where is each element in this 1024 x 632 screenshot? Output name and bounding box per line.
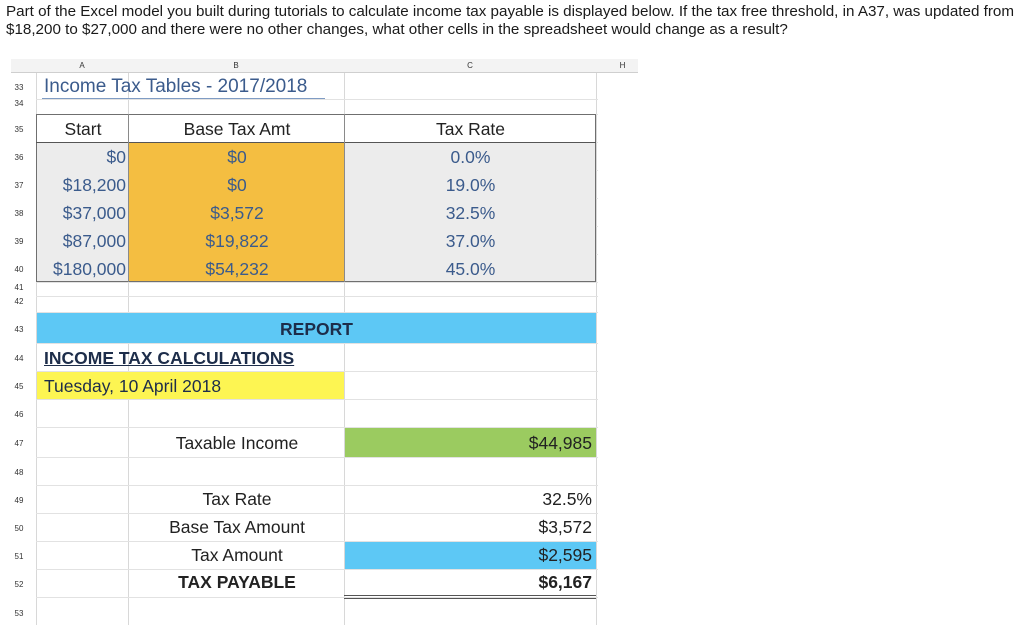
column-header-a[interactable]: A [79, 61, 85, 70]
tax-payable-value[interactable]: $6,167 [538, 572, 592, 592]
header-start[interactable]: Start [64, 119, 102, 139]
base-tax-fill [129, 143, 344, 282]
gridline-row [36, 457, 598, 458]
income-tax-heading[interactable]: INCOME TAX CALCULATIONS [44, 348, 295, 368]
rate-cell-1[interactable]: 19.0% [445, 175, 496, 195]
base-cell-2[interactable]: $3,572 [210, 203, 264, 223]
start-cell-2[interactable]: $37,000 [62, 203, 126, 223]
row-number-42[interactable]: 42 [14, 297, 24, 306]
gridline-row [36, 371, 598, 372]
total-double-underline [344, 598, 596, 599]
row-number-50[interactable]: 50 [14, 524, 24, 533]
gridline-row [36, 597, 598, 598]
tax-amount-label[interactable]: Tax Amount [191, 545, 283, 565]
row-number-53[interactable]: 53 [14, 609, 24, 618]
row-number-39[interactable]: 39 [14, 237, 24, 246]
row-number-34[interactable]: 34 [14, 99, 24, 108]
row-number-41[interactable]: 41 [14, 283, 24, 292]
base-cell-0[interactable]: $0 [227, 147, 247, 167]
tax-table-title[interactable]: Income Tax Tables - 2017/2018 [44, 76, 308, 97]
total-double-underline [344, 595, 596, 596]
gridline-row [36, 282, 598, 283]
start-cell-3[interactable]: $87,000 [62, 231, 126, 251]
tax-amount-fill [345, 542, 596, 569]
row-number-38[interactable]: 38 [14, 209, 24, 218]
rate-cell-0[interactable]: 0.0% [450, 147, 491, 167]
row-number-44[interactable]: 44 [14, 354, 24, 363]
row-number-51[interactable]: 51 [14, 552, 24, 561]
tax-payable-label[interactable]: TAX PAYABLE [178, 572, 296, 592]
row-number-40[interactable]: 40 [14, 265, 24, 274]
tax-rate-label[interactable]: Tax Rate [202, 489, 272, 509]
gridline-row [36, 541, 598, 542]
report-date[interactable]: Tuesday, 10 April 2018 [44, 376, 222, 396]
gridline-row [36, 513, 598, 514]
gridline-row [36, 399, 598, 400]
gridline-col-c [344, 73, 345, 625]
row-number-35[interactable]: 35 [14, 125, 24, 134]
base-cell-1[interactable]: $0 [227, 175, 247, 195]
rate-cell-2[interactable]: 32.5% [445, 203, 496, 223]
base-tax-amount-label[interactable]: Base Tax Amount [169, 517, 305, 537]
rate-cell-4[interactable]: 45.0% [445, 259, 496, 279]
header-base-tax[interactable]: Base Tax Amt [183, 119, 291, 139]
start-column-fill [37, 143, 129, 282]
start-cell-4[interactable]: $180,000 [53, 259, 126, 279]
gridline-row [36, 99, 598, 100]
row-number-43[interactable]: 43 [14, 325, 24, 334]
taxable-income-fill [345, 428, 596, 457]
column-header-b[interactable]: B [233, 61, 239, 70]
header-tax-rate[interactable]: Tax Rate [435, 119, 506, 139]
row-number-46[interactable]: 46 [14, 410, 24, 419]
gridline-col-b [128, 73, 129, 625]
row-number-47[interactable]: 47 [14, 439, 24, 448]
tax-table-header-line [36, 142, 596, 143]
column-header-strip [11, 59, 638, 73]
gridline-row [36, 427, 598, 428]
gridline-row [36, 312, 598, 313]
tax-table-divider [128, 114, 129, 282]
row-number-37[interactable]: 37 [14, 181, 24, 190]
row-number-33[interactable]: 33 [14, 83, 24, 92]
row-number-48[interactable]: 48 [14, 468, 24, 477]
start-cell-1[interactable]: $18,200 [62, 175, 126, 195]
question-text: Part of the Excel model you built during… [6, 3, 1015, 38]
tax-table-divider [344, 114, 345, 282]
gridline-row [36, 569, 598, 570]
base-tax-amount-value[interactable]: $3,572 [538, 517, 592, 537]
tax-rate-column-fill [345, 143, 596, 282]
row-number-36[interactable]: 36 [14, 153, 24, 162]
row-number-45[interactable]: 45 [14, 382, 24, 391]
tax-amount-value[interactable]: $2,595 [538, 545, 592, 565]
taxable-income-label[interactable]: Taxable Income [175, 433, 299, 453]
gridline-row [36, 343, 598, 344]
gridline-col-a [36, 73, 37, 625]
report-banner[interactable]: REPORT [280, 319, 353, 339]
row-number-52[interactable]: 52 [14, 580, 24, 589]
report-banner-fill [37, 313, 596, 343]
date-cell-fill [37, 372, 344, 399]
base-cell-3[interactable]: $19,822 [205, 231, 269, 251]
start-cell-0[interactable]: $0 [106, 147, 126, 167]
tax-table-border [36, 114, 596, 282]
base-cell-4[interactable]: $54,232 [205, 259, 269, 279]
gridline-row [36, 296, 598, 297]
title-underline [42, 98, 325, 99]
gridline-col-d [596, 73, 597, 625]
gridline-row [36, 485, 598, 486]
row-number-49[interactable]: 49 [14, 496, 24, 505]
column-header-c[interactable]: C [467, 61, 473, 70]
column-header-h[interactable]: H [619, 61, 626, 70]
taxable-income-value[interactable]: $44,985 [528, 433, 592, 453]
rate-cell-3[interactable]: 37.0% [445, 231, 496, 251]
tax-rate-value[interactable]: 32.5% [542, 489, 592, 509]
